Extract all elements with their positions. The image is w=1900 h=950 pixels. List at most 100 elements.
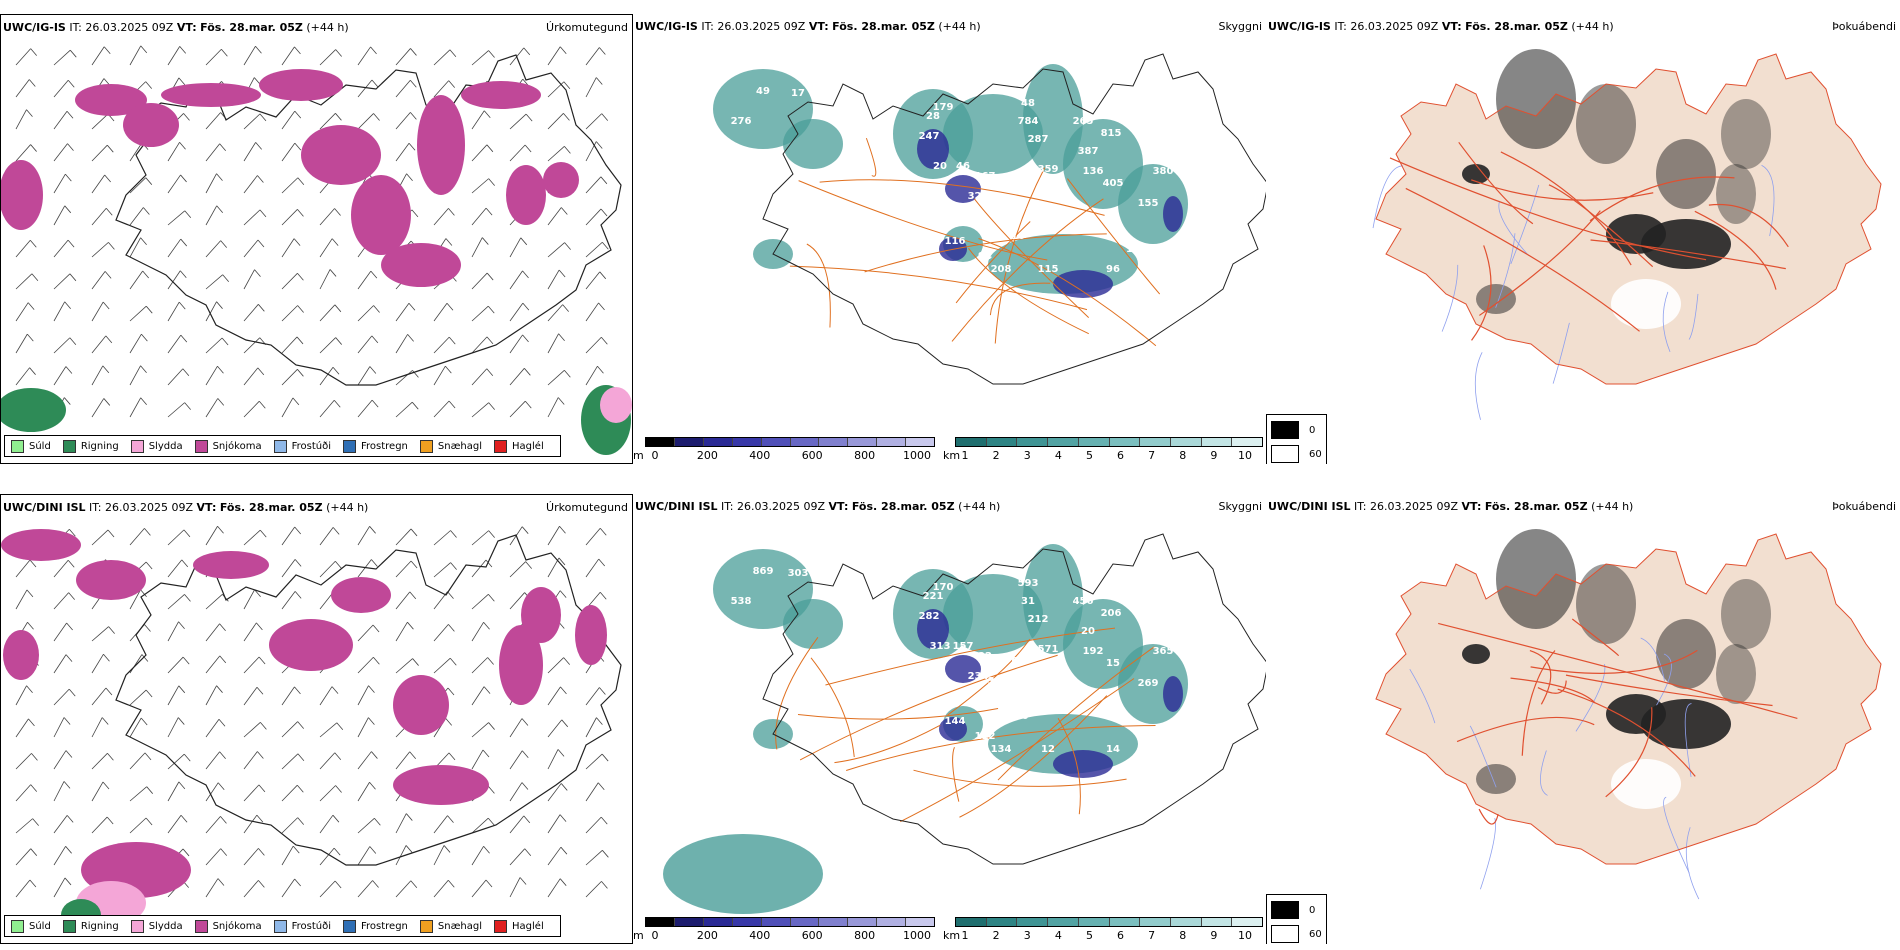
legend-item: Rigning xyxy=(63,920,119,933)
cloud-base-label: 26 xyxy=(991,196,1005,207)
cloud-base-label: 287 xyxy=(1028,134,1049,145)
wind-barb xyxy=(54,717,64,737)
legend-item: Slydda xyxy=(131,920,183,933)
wind-barb xyxy=(26,110,32,117)
wind-barb xyxy=(180,142,186,149)
legend-label: Slydda xyxy=(149,921,183,932)
wind-barb xyxy=(358,846,370,865)
wind-barb xyxy=(472,51,489,65)
cloud-base-label: 97 xyxy=(1026,206,1040,217)
wind-barb xyxy=(526,114,532,121)
legend-label: Súld xyxy=(29,921,51,932)
fog-panel-top: UWC/IG-IS IT: 26.03.2025 09Z VT: Fös. 28… xyxy=(1266,14,1900,464)
legend-swatch xyxy=(195,440,208,453)
cloud-base-label: 20 xyxy=(933,161,947,172)
wind-barb xyxy=(586,209,601,225)
wind-barb xyxy=(525,849,531,856)
wind-barb xyxy=(548,146,564,161)
river xyxy=(1475,352,1482,419)
wind-barb xyxy=(297,369,303,376)
wind-barb xyxy=(293,398,299,405)
wind-barb xyxy=(16,753,31,769)
wind-barb xyxy=(30,560,36,567)
wind-barb xyxy=(510,271,523,289)
wind-barb xyxy=(523,271,529,278)
wind-barb xyxy=(320,239,332,257)
wind-barb xyxy=(320,687,332,705)
wind-barb xyxy=(146,306,152,313)
wind-barb xyxy=(168,718,178,737)
cloud-base-label: 20 xyxy=(1081,626,1095,637)
wind-barb xyxy=(448,208,454,215)
colorbar-segment xyxy=(791,918,820,926)
wind-barb xyxy=(260,210,266,217)
wind-barb xyxy=(282,722,298,737)
wind-barb xyxy=(206,594,222,609)
wind-barb xyxy=(472,658,488,673)
wind-barb xyxy=(282,239,294,257)
wind-barb xyxy=(180,271,186,278)
river xyxy=(1480,818,1495,889)
snow-area xyxy=(506,165,546,225)
wind-barb xyxy=(168,239,181,257)
cloud-base-label: 324 xyxy=(968,191,989,202)
wind-barb xyxy=(16,849,31,865)
colorbar-tick: 9 xyxy=(1210,449,1217,462)
wind-barb xyxy=(320,723,337,737)
lead-time: (+44 h) xyxy=(326,501,368,514)
wind-barb xyxy=(221,849,227,856)
wind-barb xyxy=(548,113,563,129)
wind-barb xyxy=(54,338,70,353)
wind-barb xyxy=(217,686,223,693)
legend-label: Snjókoma xyxy=(213,921,262,932)
wind-barb xyxy=(596,718,602,725)
colorbar-tick: 2 xyxy=(993,449,1000,462)
legend-item: Rigning xyxy=(63,440,119,453)
wind-barb xyxy=(411,881,417,888)
colorbar-tick: 0 xyxy=(652,929,659,942)
legend-label: Frostregn xyxy=(361,921,408,932)
fog-area xyxy=(1476,284,1516,314)
wind-barb xyxy=(295,559,301,566)
wind-barb xyxy=(16,145,31,161)
wind-barb xyxy=(320,400,334,417)
wind-barb xyxy=(334,848,340,855)
wind-barb xyxy=(448,880,454,887)
snow-area xyxy=(543,162,579,198)
wind-barb xyxy=(168,782,179,801)
wind-barb xyxy=(449,337,455,344)
wind-barb xyxy=(434,303,447,321)
wind-barb xyxy=(586,114,602,129)
wind-barb xyxy=(206,752,220,769)
wind-barb xyxy=(92,366,103,385)
cloud-base-label: 196 xyxy=(1008,711,1029,722)
wind-barb xyxy=(358,881,373,897)
wind-barb xyxy=(488,786,494,793)
wind-barb xyxy=(598,783,604,790)
wind-barb xyxy=(206,624,220,641)
wind-barb xyxy=(92,47,104,65)
wind-barb xyxy=(27,334,33,341)
fog-area xyxy=(1496,49,1576,149)
precip-map-top xyxy=(1,15,633,464)
road xyxy=(866,138,875,176)
wind-barb xyxy=(54,878,65,897)
wind-barb xyxy=(358,686,368,705)
wind-barb xyxy=(244,657,259,673)
wind-barb xyxy=(16,785,31,801)
cloud-base-label: 22 xyxy=(978,651,992,662)
wind-barb xyxy=(522,719,528,726)
wind-barb xyxy=(586,272,600,289)
legend-item: Súld xyxy=(11,440,51,453)
snow-area xyxy=(1,160,43,230)
wind-barb xyxy=(206,49,221,65)
wind-barb xyxy=(484,687,490,694)
wind-barb xyxy=(450,658,456,665)
wind-barb xyxy=(219,719,225,726)
wind-barb xyxy=(601,177,607,184)
wind-barb xyxy=(16,49,31,65)
wind-barb xyxy=(206,338,222,353)
colorbar-strip xyxy=(645,437,935,447)
wind-barb xyxy=(335,561,341,568)
wind-barb xyxy=(67,815,73,822)
